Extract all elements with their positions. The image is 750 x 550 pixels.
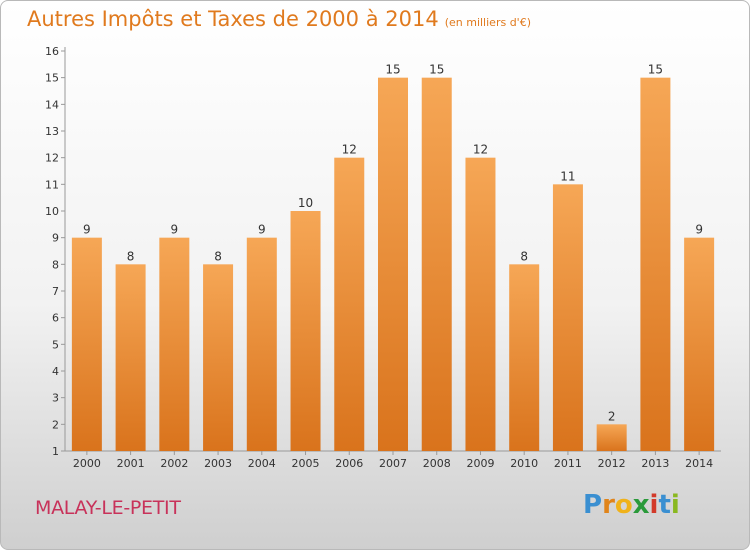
y-tick-label: 13 [45,125,59,138]
bar [465,157,496,451]
bar-value-label: 15 [648,63,663,77]
logo-letter: o [614,490,633,520]
bars: 9 8 9 8 9 10 12 15 15 12 8 11 2 15 9 [71,63,715,452]
y-tick-label: 7 [52,285,59,298]
chart-title: Autres Impôts et Taxes de 2000 à 2014 (en… [27,7,531,31]
x-tick-label: 2002 [160,457,188,470]
x-tick-label: 2000 [73,457,101,470]
bar-value-label: 11 [560,169,575,183]
bar-value-label: 10 [298,196,313,210]
bar [684,237,715,451]
bar [552,184,583,452]
bar-value-label: 9 [83,223,91,237]
logo-letter: r [602,490,615,520]
y-tick-label: 12 [45,152,59,165]
x-tick-label: 2003 [204,457,232,470]
x-tick-label: 2004 [248,457,276,470]
y-tick-label: 8 [52,258,59,271]
y-tick-label: 4 [52,365,59,378]
bar [71,237,102,451]
x-tick-label: 2012 [598,457,626,470]
bar-value-label: 8 [520,249,528,263]
bar [378,77,408,452]
bar-value-label: 9 [258,223,266,237]
x-tick-label: 2009 [466,457,494,470]
x-tick-label: 2010 [510,457,538,470]
x-tick-label: 2001 [117,457,145,470]
bar [640,77,671,452]
x-tick-label: 2011 [554,457,582,470]
y-tick-label: 10 [45,205,59,218]
logo-letter: i [649,490,659,520]
y-tick-label: 6 [52,312,59,325]
bar-value-label: 8 [214,249,222,263]
bar-value-label: 9 [171,223,179,237]
bar-value-label: 12 [342,143,357,157]
bar [159,237,190,451]
y-tick-label: 5 [52,338,59,351]
commune-name: MALAY-LE-PETIT [35,497,181,519]
logo-letter: P [583,490,603,520]
bar [115,264,146,451]
y-tick-label: 2 [52,418,59,431]
x-tick-label: 2005 [292,457,320,470]
x-tick-label: 2008 [423,457,451,470]
bar [246,237,277,451]
logo-letter: x [632,490,650,520]
logo-letter: t [658,490,671,520]
bar-value-label: 15 [429,63,444,77]
logo-letter: i [670,490,680,520]
y-tick-label: 9 [52,232,59,245]
bar [290,211,321,451]
title-main: Autres Impôts et Taxes de 2000 à 2014 [27,7,439,31]
y-tick-label: 11 [45,178,59,191]
x-tick-label: 2006 [335,457,363,470]
bar-value-label: 8 [127,249,135,263]
bar-value-label: 2 [608,409,616,423]
bar [509,264,540,451]
x-tick-label: 2013 [641,457,669,470]
y-tick-label: 3 [52,392,59,405]
y-tick-label: 14 [45,98,59,111]
x-tick-label: 2014 [685,457,713,470]
bar [334,157,365,451]
proxiti-logo[interactable]: Proxiti [583,490,680,520]
y-tick-label: 15 [45,72,59,85]
bar [421,77,452,452]
title-unit: (en milliers d'€) [444,16,531,29]
x-tick-label: 2007 [379,457,407,470]
bar-value-label: 15 [385,63,400,77]
y-tick-label: 16 [45,45,59,58]
bar [203,264,234,451]
bar-value-label: 9 [695,223,703,237]
bar-value-label: 12 [473,143,488,157]
bar [596,424,627,451]
y-tick-label: 1 [52,445,59,458]
